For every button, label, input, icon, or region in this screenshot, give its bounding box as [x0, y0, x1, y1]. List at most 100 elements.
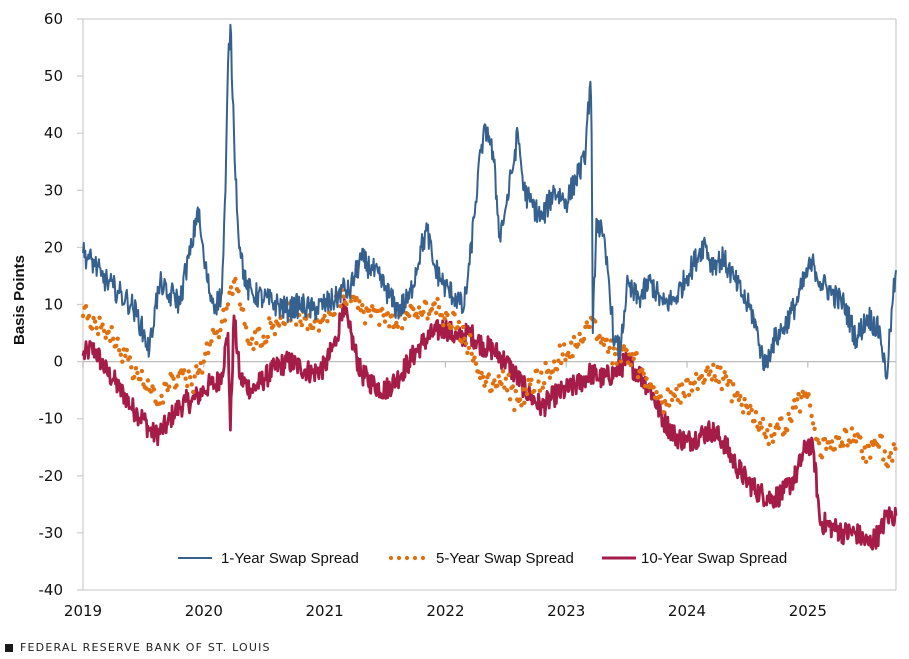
data-point — [815, 437, 820, 442]
data-point — [268, 320, 273, 326]
y-tick-label: 0 — [53, 353, 63, 371]
data-point — [759, 425, 764, 430]
data-point — [482, 383, 487, 388]
data-point — [593, 319, 598, 324]
data-point — [95, 331, 101, 337]
data-point — [272, 331, 278, 337]
data-point — [806, 392, 811, 397]
data-point — [421, 309, 426, 315]
data-point — [718, 365, 723, 370]
data-point — [766, 441, 771, 447]
data-point — [709, 377, 715, 382]
data-point — [325, 319, 330, 324]
data-point — [216, 335, 222, 340]
data-point — [416, 305, 422, 310]
data-point — [461, 324, 466, 330]
data-point — [402, 316, 408, 321]
legend-label: 5-Year Swap Spread — [436, 550, 574, 567]
data-point — [233, 276, 238, 282]
data-point — [752, 418, 757, 424]
data-point — [489, 388, 494, 393]
data-point — [512, 407, 517, 413]
y-tick-label: -30 — [39, 524, 64, 542]
data-point — [507, 397, 513, 402]
data-point — [654, 390, 659, 395]
legend-swatch-dot — [420, 555, 426, 561]
legend-item: 1-Year Swap Spread — [178, 550, 359, 567]
data-point — [635, 374, 641, 380]
data-point — [686, 392, 692, 398]
data-point — [819, 455, 825, 460]
data-point — [796, 391, 801, 397]
data-point — [561, 342, 567, 347]
data-point — [299, 322, 305, 328]
data-point — [669, 397, 675, 403]
x-tick-label: 2020 — [185, 602, 223, 620]
y-axis-ticks: 60 50 40 30 20 10 0 -10 -20 -30 -40 — [39, 10, 83, 599]
data-point — [166, 384, 172, 389]
data-point — [228, 285, 234, 290]
y-tick-label: -10 — [39, 410, 64, 428]
data-point — [106, 329, 111, 334]
data-point — [587, 324, 592, 330]
data-point — [165, 387, 170, 393]
data-point — [224, 306, 229, 311]
data-point — [534, 368, 540, 373]
data-point — [341, 294, 346, 299]
data-point — [338, 304, 343, 309]
x-tick-label: 2023 — [547, 602, 585, 620]
y-tick-label: 10 — [44, 296, 63, 314]
data-point — [395, 324, 400, 329]
data-point — [789, 418, 794, 424]
data-point — [634, 351, 639, 356]
data-point — [225, 302, 231, 307]
data-point — [853, 439, 859, 444]
data-point — [249, 336, 255, 341]
data-point — [711, 362, 716, 367]
data-point — [763, 434, 769, 440]
data-point — [264, 339, 269, 344]
data-point — [123, 353, 128, 359]
data-point — [182, 368, 187, 373]
data-point — [505, 388, 510, 393]
data-point — [115, 336, 120, 341]
data-point — [888, 450, 893, 456]
data-point — [644, 376, 649, 381]
data-point — [605, 349, 611, 354]
data-point — [662, 398, 668, 404]
data-point — [459, 339, 464, 344]
data-point — [685, 377, 690, 383]
y-tick-label: 50 — [44, 67, 63, 85]
data-point — [749, 407, 754, 413]
data-point — [120, 359, 125, 364]
data-point — [415, 315, 420, 320]
data-point — [542, 381, 547, 386]
data-point — [377, 322, 382, 327]
data-point — [303, 316, 309, 321]
data-point — [554, 367, 560, 372]
data-point — [236, 289, 241, 294]
data-point — [483, 379, 489, 385]
data-point — [252, 330, 258, 335]
data-point — [282, 321, 287, 327]
data-point — [779, 416, 784, 421]
data-point — [425, 316, 430, 321]
y-tick-label: -40 — [39, 581, 64, 599]
data-point — [100, 322, 105, 327]
data-point — [540, 385, 545, 390]
data-point — [139, 368, 145, 374]
data-point — [382, 319, 388, 324]
data-point — [133, 366, 139, 371]
data-point — [551, 359, 557, 364]
data-point — [782, 430, 787, 436]
data-point — [200, 370, 205, 375]
data-point — [129, 365, 134, 370]
data-point — [145, 378, 151, 383]
data-point — [809, 413, 814, 419]
data-point — [348, 298, 354, 304]
data-point — [861, 455, 866, 461]
data-point — [536, 379, 541, 384]
data-point — [201, 359, 206, 364]
data-point — [739, 402, 744, 407]
data-point — [708, 369, 713, 374]
